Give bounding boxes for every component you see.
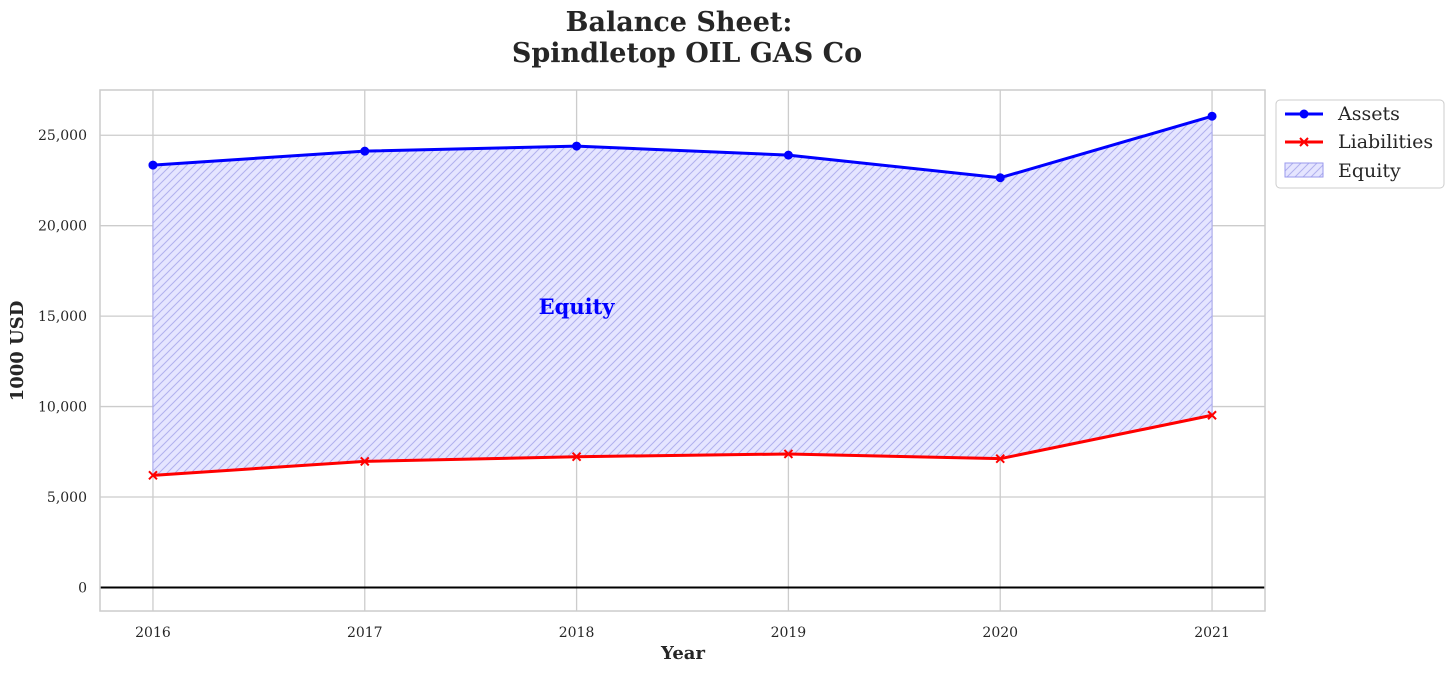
- liabilities-point-2020: [995, 453, 1005, 464]
- y-tick-label: 20,000: [38, 219, 87, 235]
- assets-point-2016: [148, 160, 158, 170]
- liabilities-point-2018: [571, 451, 582, 462]
- series-lines: [148, 111, 1217, 481]
- x-tick-label: 2018: [559, 625, 595, 641]
- legend-liabilities-marker-icon: [1299, 137, 1309, 147]
- x-tick-label: 2020: [982, 625, 1018, 641]
- legend-entry-liabilities: Liabilities: [1285, 131, 1433, 153]
- y-tick-label: 25,000: [38, 128, 87, 144]
- legend-entry-equity: Equity: [1284, 160, 1401, 182]
- y-tick-label: 15,000: [38, 309, 87, 325]
- legend: Assets Liabilities Equity: [1275, 99, 1445, 189]
- assets-line: [152, 114, 1213, 180]
- y-tick-label: 0: [78, 580, 87, 596]
- assets-point-2020: [995, 173, 1005, 183]
- x-axis-label: Year: [660, 643, 705, 664]
- assets-point-2018: [572, 141, 582, 151]
- x-tick-label: 2016: [135, 625, 171, 641]
- legend-assets-label: Assets: [1337, 103, 1400, 125]
- assets-point-2017: [360, 146, 370, 156]
- assets-point-2021: [1207, 111, 1217, 121]
- chart-title-line-2: Spindletop OIL GAS Co: [512, 38, 862, 69]
- y-tick-label: 10,000: [38, 400, 87, 416]
- liabilities-point-2019: [783, 449, 794, 459]
- x-tick-label: 2019: [771, 625, 807, 641]
- legend-assets-marker-icon: [1299, 109, 1309, 119]
- equity-fill-area: [152, 115, 1213, 476]
- y-axis-label: 1000 USD: [7, 301, 28, 402]
- chart-title-line-1: Balance Sheet:: [566, 7, 793, 38]
- legend-equity-swatch-icon: [1284, 162, 1324, 178]
- liabilities-line: [152, 413, 1213, 477]
- plot-frame: [99, 89, 1266, 612]
- equity-area: [152, 115, 1213, 476]
- y-tick-label: 5,000: [47, 490, 87, 506]
- x-tick-label: 2017: [347, 625, 383, 641]
- legend-entry-assets: Assets: [1285, 103, 1400, 125]
- legend-liabilities-label: Liabilities: [1338, 131, 1433, 153]
- x-tick-label: 2021: [1194, 625, 1230, 641]
- liabilities-point-2016: [148, 470, 158, 481]
- legend-equity-label: Equity: [1338, 160, 1401, 182]
- liabilities-point-2021: [1207, 410, 1217, 420]
- liabilities-point-2017: [360, 456, 370, 467]
- tick-labels: 0 5,000 10,000 15,000 20,000 25,000 2016 2017 20…: [38, 128, 1230, 641]
- assets-point-2019: [783, 150, 793, 160]
- equity-annotation: Equity: [539, 294, 616, 319]
